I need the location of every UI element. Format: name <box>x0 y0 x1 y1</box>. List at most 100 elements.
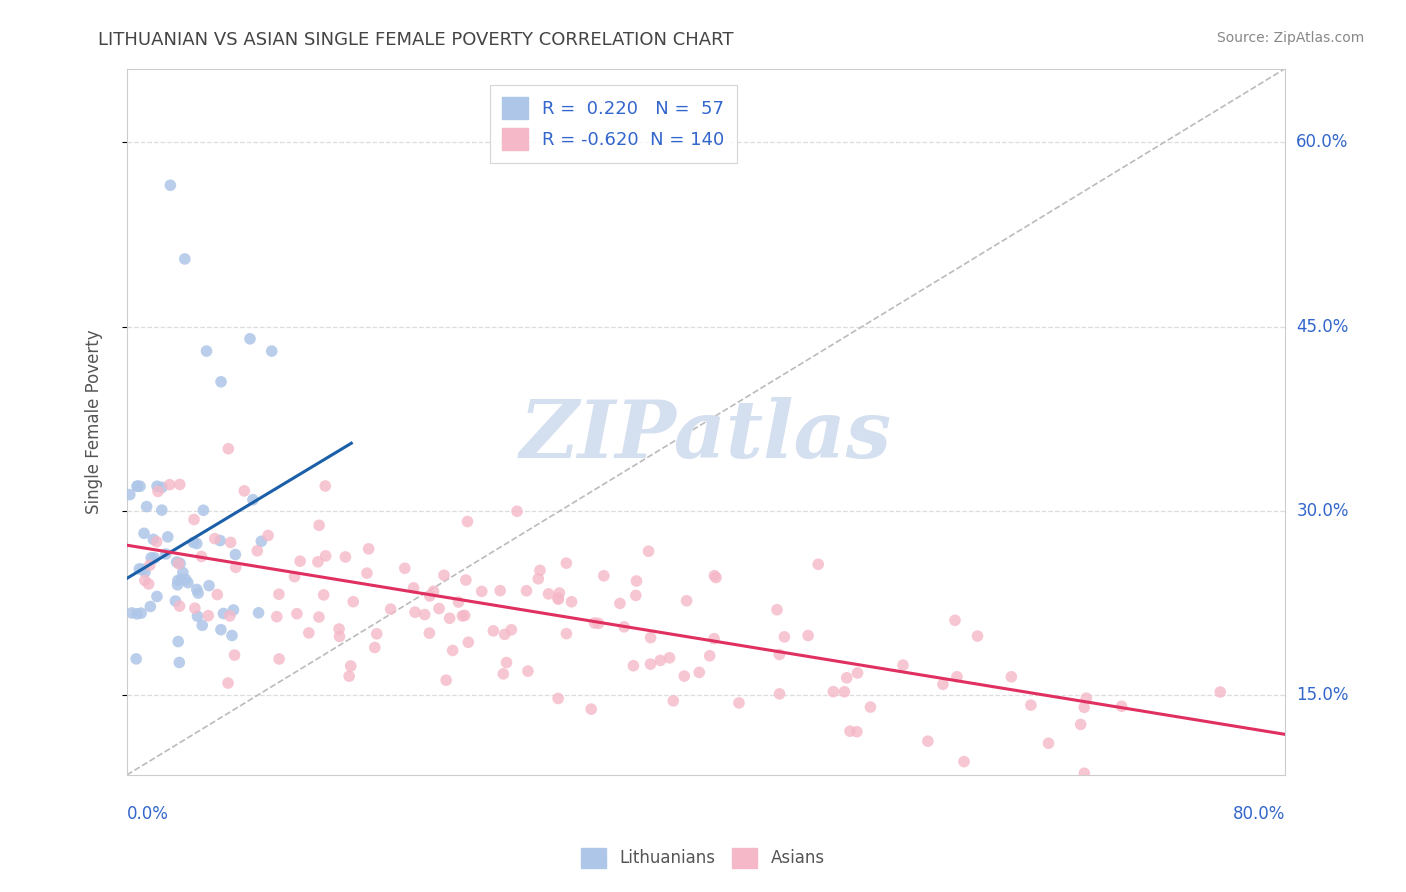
Point <box>703 568 725 582</box>
Point <box>312 588 335 602</box>
Point <box>145 534 167 549</box>
Point <box>118 488 141 502</box>
Point <box>217 676 239 690</box>
Text: 15.0%: 15.0% <box>1296 686 1348 704</box>
Point <box>427 601 450 615</box>
Point <box>482 624 505 638</box>
Point <box>142 533 165 547</box>
Point <box>1076 691 1098 706</box>
Point <box>529 563 551 577</box>
Point <box>339 659 361 673</box>
Point <box>419 589 441 603</box>
Point <box>191 618 214 632</box>
Point <box>675 594 697 608</box>
Point <box>217 442 239 456</box>
Point <box>167 557 190 571</box>
Point <box>588 616 610 631</box>
Point <box>186 609 208 624</box>
Point <box>298 626 321 640</box>
Point <box>165 594 187 608</box>
Legend: R =  0.220   N =  57, R = -0.620  N = 140: R = 0.220 N = 57, R = -0.620 N = 140 <box>489 85 737 163</box>
Point <box>471 584 494 599</box>
Point <box>134 565 156 579</box>
Text: ZIPatlas: ZIPatlas <box>520 397 893 475</box>
Point <box>451 609 474 624</box>
Point <box>166 578 188 592</box>
Point <box>146 590 169 604</box>
Point <box>583 615 606 630</box>
Point <box>366 627 388 641</box>
Point <box>218 608 240 623</box>
Point <box>555 556 578 570</box>
Point <box>515 583 537 598</box>
Point <box>413 607 436 622</box>
Point <box>169 599 191 613</box>
Point <box>623 658 645 673</box>
Point <box>364 640 387 655</box>
Point <box>394 561 416 575</box>
Point <box>127 607 149 621</box>
Point <box>537 587 560 601</box>
Point <box>146 479 169 493</box>
Point <box>699 648 721 663</box>
Point <box>128 562 150 576</box>
Point <box>246 543 269 558</box>
Text: LITHUANIAN VS ASIAN SINGLE FEMALE POVERTY CORRELATION CHART: LITHUANIAN VS ASIAN SINGLE FEMALE POVERT… <box>98 31 734 49</box>
Point <box>637 544 659 558</box>
Point <box>250 534 273 549</box>
Point <box>222 603 245 617</box>
Point <box>917 734 939 748</box>
Point <box>547 592 569 607</box>
Point <box>183 512 205 526</box>
Point <box>139 599 162 614</box>
Point <box>308 518 330 533</box>
Point <box>159 477 181 491</box>
Point <box>768 687 790 701</box>
Point <box>187 586 209 600</box>
Point <box>224 548 246 562</box>
Point <box>186 536 208 550</box>
Point <box>626 574 648 588</box>
Point <box>315 549 337 563</box>
Point <box>257 528 280 542</box>
Point <box>703 632 725 646</box>
Point <box>121 606 143 620</box>
Point <box>260 344 283 359</box>
Point <box>131 562 153 576</box>
Point <box>447 595 470 609</box>
Point <box>457 635 479 649</box>
Point <box>143 550 166 565</box>
Text: 30.0%: 30.0% <box>1296 502 1348 520</box>
Point <box>380 602 402 616</box>
Point <box>139 558 162 573</box>
Point <box>288 554 311 568</box>
Point <box>688 665 710 680</box>
Point <box>221 628 243 642</box>
Point <box>233 483 256 498</box>
Point <box>169 656 191 670</box>
Point <box>1111 699 1133 714</box>
Point <box>658 650 681 665</box>
Point <box>283 569 305 583</box>
Point <box>441 643 464 657</box>
Point <box>797 628 820 642</box>
Point <box>404 605 426 619</box>
Point <box>138 577 160 591</box>
Point <box>402 581 425 595</box>
Point <box>650 653 672 667</box>
Point <box>209 533 232 548</box>
Point <box>966 629 988 643</box>
Point <box>169 557 191 571</box>
Point <box>335 549 357 564</box>
Point <box>150 480 173 494</box>
Point <box>207 588 229 602</box>
Point <box>501 623 523 637</box>
Point <box>492 666 515 681</box>
Point <box>204 532 226 546</box>
Point <box>495 656 517 670</box>
Point <box>434 673 457 688</box>
Point <box>190 549 212 564</box>
Point <box>169 477 191 491</box>
Point <box>247 606 270 620</box>
Point <box>328 630 350 644</box>
